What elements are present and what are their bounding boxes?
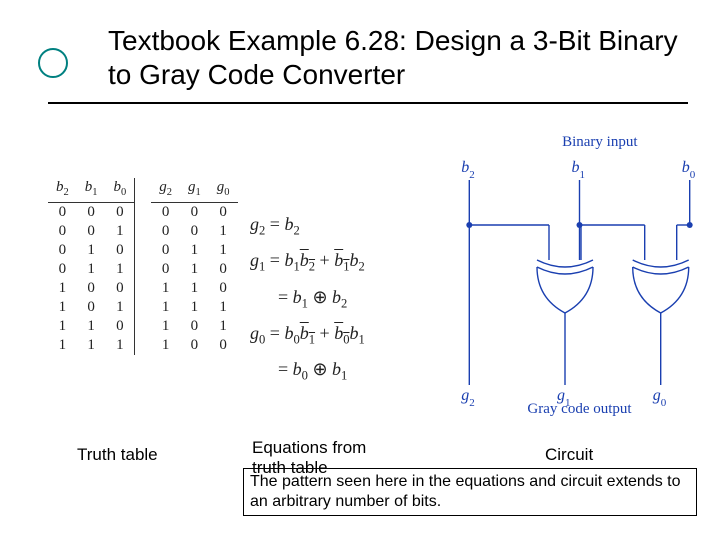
equation-line: = b1 ⊕ b2	[250, 281, 365, 315]
table-row: 101 111	[48, 298, 238, 317]
svg-text:b0: b0	[682, 159, 696, 181]
truth-table: b2 b1 b0 g2 g1 g0 000 000001 001010 0110…	[48, 178, 238, 355]
table-row: 111 100	[48, 336, 238, 355]
table-row: 001 001	[48, 222, 238, 241]
svg-text:b2: b2	[461, 159, 475, 181]
truth-table-grid: b2 b1 b0 g2 g1 g0 000 000001 001010 0110…	[48, 178, 238, 355]
footer-note: The pattern seen here in the equations a…	[243, 468, 697, 516]
table-row: 100 110	[48, 279, 238, 298]
table-row: 011 010	[48, 260, 238, 279]
table-header-row: b2 b1 b0 g2 g1 g0	[48, 178, 238, 203]
circuit-caption: Circuit	[545, 445, 593, 465]
circuit-diagram: Binary inputGray code outputb2b1b0g2g1g0	[420, 130, 710, 420]
table-row: 000 000	[48, 203, 238, 223]
bullet-ring-icon	[38, 48, 68, 78]
equation-line: g1 = b1b2 + b1b2	[250, 244, 365, 278]
truth-table-caption: Truth table	[77, 445, 158, 465]
table-row: 110 101	[48, 317, 238, 336]
equations-block: g2 = b2 g1 = b1b2 + b1b2 = b1 ⊕ b2 g0 = …	[250, 208, 365, 389]
svg-text:b1: b1	[572, 159, 586, 181]
svg-text:Gray code output: Gray code output	[527, 401, 632, 417]
horizontal-rule	[48, 102, 688, 104]
svg-text:g2: g2	[461, 387, 475, 409]
table-row: 010 011	[48, 241, 238, 260]
svg-text:g0: g0	[653, 387, 667, 409]
equation-line: g2 = b2	[250, 208, 365, 242]
page-title: Textbook Example 6.28: Design a 3-Bit Bi…	[108, 24, 678, 91]
svg-text:Binary input: Binary input	[562, 134, 638, 150]
equation-line: = b0 ⊕ b1	[250, 353, 365, 387]
equation-line: g0 = b0b1 + b0b1	[250, 317, 365, 351]
